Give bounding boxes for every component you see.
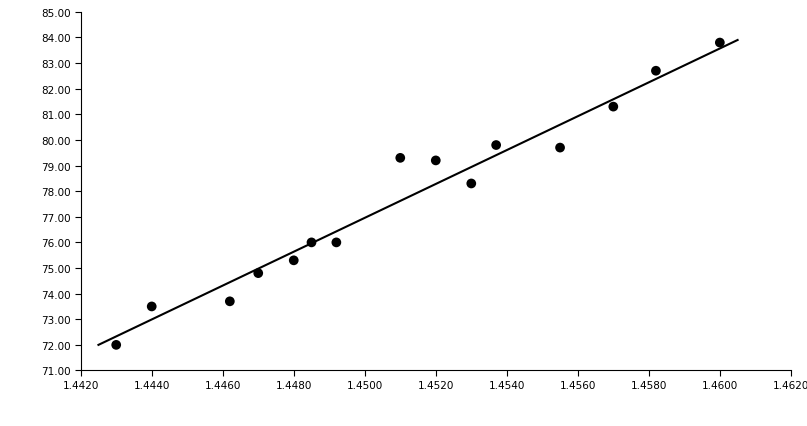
Point	[394, 155, 407, 162]
Point	[490, 142, 503, 149]
Point	[145, 303, 158, 310]
Point	[305, 239, 318, 246]
Point	[713, 40, 726, 47]
Point	[330, 239, 343, 246]
Point	[252, 270, 265, 277]
Point	[650, 68, 663, 75]
Point	[465, 181, 478, 187]
Point	[554, 145, 567, 152]
Point	[110, 342, 123, 348]
Point	[429, 158, 442, 164]
Point	[287, 257, 300, 264]
Point	[607, 104, 620, 111]
Point	[224, 298, 236, 305]
